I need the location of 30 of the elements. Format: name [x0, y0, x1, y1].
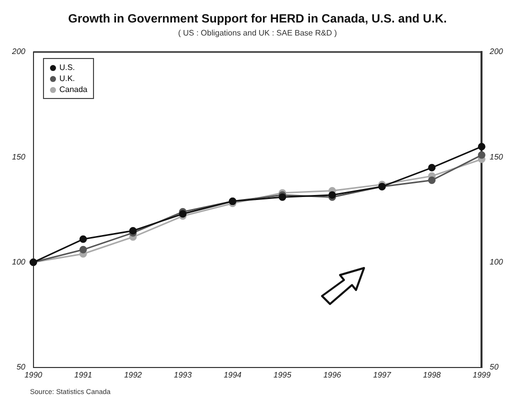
point	[129, 226, 137, 234]
y2-tick-label: 100	[12, 257, 26, 266]
point	[79, 235, 87, 243]
legend-label: U.K.	[59, 73, 75, 84]
x-tick-label: 1996	[323, 370, 342, 380]
x-tick-label: 1993	[174, 370, 192, 380]
y2-tick-label: 150	[12, 152, 26, 162]
y2-tick-label: 200	[10, 47, 26, 56]
y-tick-label: 150	[490, 152, 504, 162]
point	[478, 142, 486, 150]
x-tick-label: 1997	[373, 370, 392, 380]
x-tick-label: 1994	[224, 370, 242, 380]
point	[428, 164, 436, 172]
x-tick-label: 1999	[472, 370, 492, 380]
x-tick-label: 1998	[422, 370, 442, 380]
chart-title: Growth in Government Support for HERD in Canada, U.S. and U.K.	[68, 12, 447, 26]
y-tick-label: 100	[490, 257, 504, 266]
point	[428, 176, 436, 184]
chart-subtitle: ( US : Obligations and UK : SAE Base R&D )	[178, 28, 338, 38]
x-tick-label: 1992	[124, 370, 142, 380]
legend-label: Canada	[59, 84, 88, 95]
y-tick-label: 200	[488, 47, 504, 56]
x-tick-label: 1990	[24, 370, 43, 380]
x-tick-label: 1995	[274, 370, 292, 380]
legend-label: U.S.	[59, 62, 75, 73]
y2-tick-label: 50	[16, 362, 26, 372]
point	[79, 246, 87, 254]
x-tick-label: 1991	[74, 370, 92, 380]
y-tick-label: 50	[490, 362, 500, 372]
point	[478, 151, 486, 159]
